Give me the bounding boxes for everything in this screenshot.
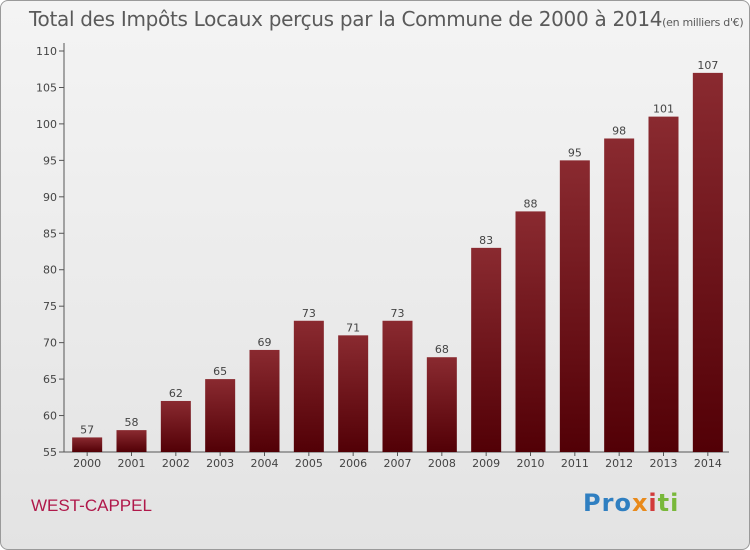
bar <box>72 437 103 452</box>
bar <box>293 320 324 452</box>
data-label: 62 <box>169 387 183 400</box>
y-tick-label: 110 <box>36 45 57 58</box>
bar <box>205 379 236 452</box>
bar <box>604 138 635 452</box>
data-label: 69 <box>258 336 272 349</box>
x-tick-label: 2011 <box>561 457 589 470</box>
bar <box>692 72 723 452</box>
data-label: 98 <box>612 124 626 137</box>
bar <box>338 335 369 452</box>
data-label: 95 <box>568 146 582 159</box>
data-label: 71 <box>346 321 360 334</box>
data-label: 57 <box>80 423 94 436</box>
data-label: 101 <box>653 103 674 116</box>
bar <box>559 160 590 452</box>
x-tick-label: 2000 <box>73 457 101 470</box>
y-tick-label: 60 <box>43 410 57 423</box>
bar <box>648 116 679 453</box>
data-label: 73 <box>302 307 316 320</box>
data-label: 65 <box>213 365 227 378</box>
x-tick-label: 2001 <box>118 457 146 470</box>
y-tick-label: 55 <box>43 446 57 459</box>
y-tick-label: 75 <box>43 300 57 313</box>
x-tick-label: 2004 <box>251 457 279 470</box>
y-tick-label: 85 <box>43 227 57 240</box>
y-tick-label: 65 <box>43 373 57 386</box>
x-tick-label: 2002 <box>162 457 190 470</box>
x-tick-label: 2013 <box>650 457 678 470</box>
y-tick-label: 100 <box>36 118 57 131</box>
bar <box>426 357 457 452</box>
x-tick-label: 2014 <box>694 457 722 470</box>
bar <box>116 430 147 452</box>
x-tick-label: 2005 <box>295 457 323 470</box>
bar <box>382 320 413 452</box>
bar <box>471 247 502 452</box>
y-tick-label: 90 <box>43 191 57 204</box>
chart-title: Total des Impôts Locaux perçus par la Co… <box>29 7 744 31</box>
x-tick-label: 2008 <box>428 457 456 470</box>
data-label: 107 <box>697 59 718 72</box>
x-tick-label: 2006 <box>339 457 367 470</box>
x-tick-label: 2007 <box>384 457 412 470</box>
y-tick-label: 105 <box>36 81 57 94</box>
y-tick-label: 95 <box>43 154 57 167</box>
y-tick-label: 70 <box>43 337 57 350</box>
x-tick-label: 2010 <box>517 457 545 470</box>
commune-name: WEST-CAPPEL <box>31 496 152 515</box>
x-tick-label: 2009 <box>472 457 500 470</box>
x-tick-label: 2012 <box>605 457 633 470</box>
title-main: Total des Impôts Locaux perçus par la Co… <box>29 7 663 31</box>
data-label: 58 <box>125 416 139 429</box>
data-label: 88 <box>524 197 538 210</box>
bar <box>515 211 546 452</box>
x-tick-label: 2003 <box>206 457 234 470</box>
data-label: 83 <box>479 234 493 247</box>
title-unit: (en milliers d'€) <box>662 16 744 29</box>
bar <box>249 349 280 452</box>
data-label: 68 <box>435 343 449 356</box>
proxiti-logo: Proxiti <box>583 489 680 517</box>
bar <box>160 400 191 452</box>
data-label: 73 <box>391 307 405 320</box>
y-tick-label: 80 <box>43 264 57 277</box>
